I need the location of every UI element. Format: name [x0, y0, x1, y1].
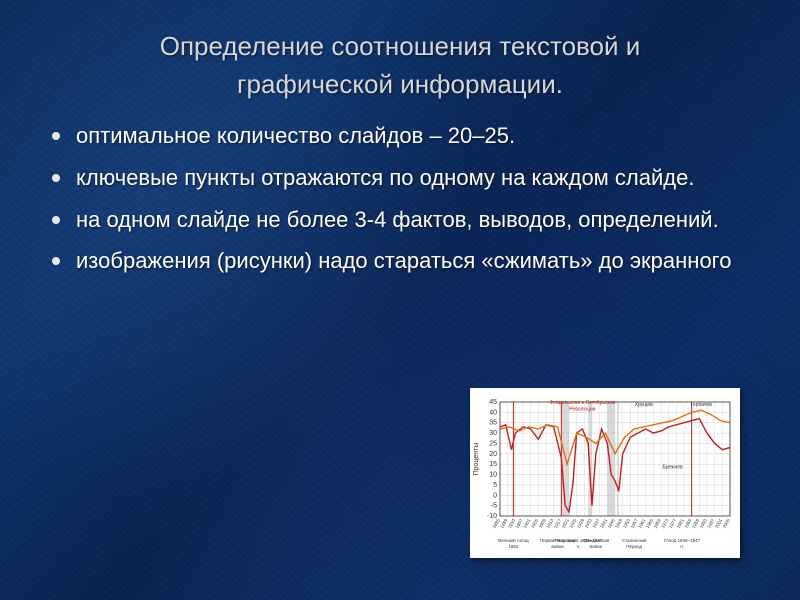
svg-text:Революции: Революции — [569, 406, 595, 412]
svg-text:Хрущев: Хрущев — [635, 402, 653, 408]
svg-text:война: война — [551, 543, 564, 549]
svg-text:35: 35 — [489, 420, 497, 427]
svg-text:Горбачев: Горбачев — [691, 402, 713, 408]
svg-text:-5: -5 — [491, 503, 497, 510]
title-line-1: Определение соотношения текстовой и — [160, 31, 641, 61]
svg-text:Февральская и Октябрьская: Февральская и Октябрьская — [549, 400, 615, 406]
svg-text:40: 40 — [489, 409, 497, 416]
embedded-chart: -10-505101520253035404518851889189318971… — [470, 388, 740, 558]
slide-title: Определение соотношения текстовой и граф… — [44, 28, 756, 103]
svg-text:20: 20 — [489, 451, 497, 458]
bullet-item: изображения (рисунки) надо стараться «сж… — [50, 246, 756, 276]
svg-text:Великий голод: Великий голод — [498, 537, 529, 543]
svg-text:5: 5 — [493, 482, 497, 489]
svg-text:гг.: гг. — [680, 544, 684, 549]
svg-text:Сталинский: Сталинский — [622, 537, 647, 543]
svg-text:1892: 1892 — [508, 544, 519, 549]
svg-text:15: 15 — [489, 461, 497, 468]
bullet-list: оптимальное количество слайдов – 20–25. … — [50, 121, 756, 276]
chart-svg-container: -10-505101520253035404518851889189318971… — [470, 388, 740, 558]
title-line-2: графической информации. — [237, 69, 563, 99]
svg-text:25: 25 — [489, 440, 497, 447]
svg-text:10: 10 — [489, 472, 497, 479]
bullet-item: оптимальное количество слайдов – 20–25. — [50, 121, 756, 151]
svg-text:Брежнев: Брежнев — [662, 464, 683, 470]
svg-text:45: 45 — [489, 399, 497, 406]
svg-text:Голод 1946–1947: Голод 1946–1947 — [664, 538, 701, 543]
presentation-slide: Определение соотношения текстовой и граф… — [0, 0, 800, 600]
svg-text:30: 30 — [489, 430, 497, 437]
svg-text:война: война — [590, 543, 603, 549]
svg-text:Первая Мировая: Первая Мировая — [540, 538, 576, 543]
svg-text:Проценты: Проценты — [473, 443, 480, 476]
bullet-item: на одном слайде не более 3-4 фактов, выв… — [50, 205, 756, 235]
bullet-item: ключевые пункты отражаются по одному на … — [50, 163, 756, 193]
svg-text:Гражданская: Гражданская — [582, 538, 610, 543]
svg-text:Период: Период — [626, 544, 642, 549]
svg-text:гг.: гг. — [577, 544, 581, 549]
svg-text:0: 0 — [493, 492, 497, 499]
